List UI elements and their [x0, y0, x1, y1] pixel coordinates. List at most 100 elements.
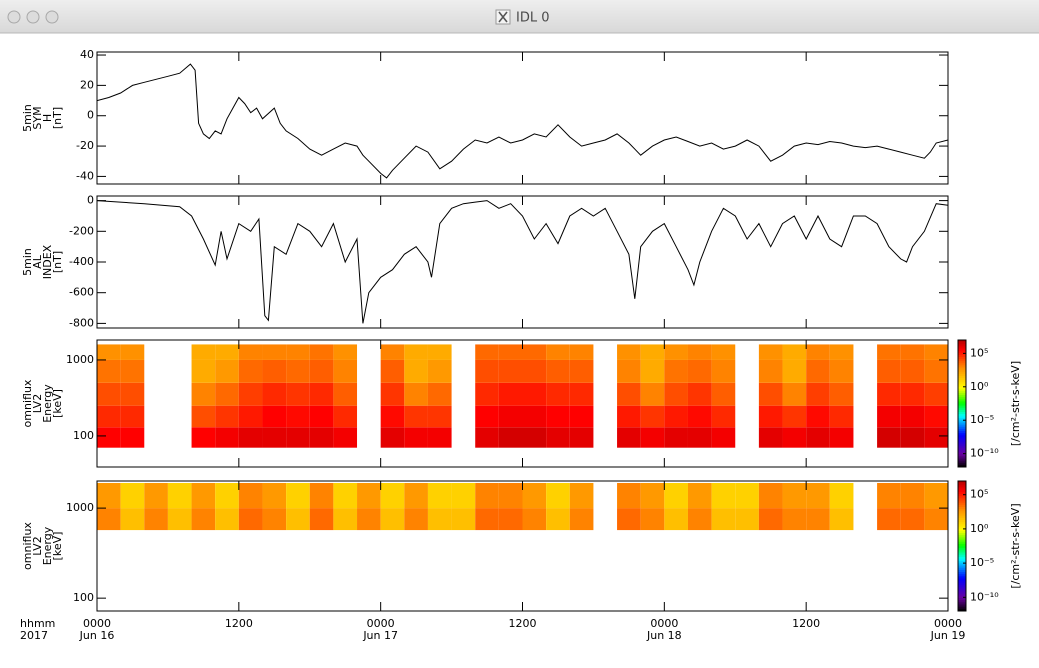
colorbar-slice [958, 513, 966, 517]
spectrogram-cell [664, 344, 688, 360]
y-axis-label: omniflux [21, 379, 34, 427]
y-tick-label: -200 [69, 224, 94, 237]
spectrogram-cell [829, 359, 854, 383]
colorbar-slice [958, 401, 966, 404]
spectrogram-cell [238, 359, 263, 383]
spectrogram-cell [215, 359, 239, 383]
x-tick-date: Jun 18 [646, 629, 682, 642]
title-bar [0, 0, 1039, 33]
spectrogram-cell [357, 508, 381, 531]
spectrogram-cell [900, 344, 925, 360]
colorbar-slice [958, 464, 966, 468]
spectrogram-cell [924, 405, 948, 428]
spectrogram-cell [546, 508, 570, 531]
spectrogram-cell [191, 405, 216, 428]
spectrogram-cell [687, 508, 712, 531]
spectrogram-cell [262, 508, 287, 531]
spectrogram-cell [546, 483, 570, 509]
spectrogram-cell [238, 427, 263, 448]
colorbar-slice [958, 504, 966, 508]
colorbar-slice [958, 365, 966, 369]
y-axis-label: 5min [21, 104, 34, 132]
colorbar-slice [958, 604, 966, 608]
spectrogram-cell [569, 382, 594, 406]
spectrogram-cell [546, 359, 570, 383]
spectrogram-cell [309, 483, 334, 509]
spectrogram-cell [357, 483, 381, 509]
spectrogram-cell [333, 405, 358, 428]
spectrogram-cell [262, 382, 287, 406]
colorbar-slice [958, 517, 966, 521]
spectrogram-cell [687, 344, 712, 360]
data-layer [97, 483, 948, 531]
colorbar-slice [958, 576, 966, 579]
colorbar-slice [958, 600, 966, 603]
spectrogram-cell [782, 483, 807, 509]
y-axis-label: 5min [21, 248, 34, 276]
colorbar-slice [958, 528, 966, 532]
spectrogram-cell [877, 382, 901, 406]
spectrogram-cell [829, 508, 854, 531]
colorbar-slice [958, 559, 966, 562]
spectrogram-cell [498, 359, 523, 383]
colorbar-slice [958, 608, 966, 612]
spectrogram-cell [758, 427, 783, 448]
colorbar-slice [958, 489, 966, 493]
colorbar-slice [958, 452, 966, 455]
y-axis-label: LV2 [31, 394, 44, 413]
spectrogram-cell [427, 508, 452, 531]
spectrogram-cell [120, 382, 145, 406]
x11-icon [495, 9, 511, 25]
spectrogram-cell [617, 483, 641, 509]
spectrogram-cell [640, 483, 665, 509]
spectrogram-cell [782, 382, 807, 406]
zoom-button[interactable] [45, 10, 59, 24]
spectrogram-cell [309, 405, 334, 428]
colorbar-slice [958, 445, 966, 449]
spectrogram-cell [782, 508, 807, 531]
spectrogram-cell [97, 359, 121, 383]
colorbar-slice [958, 483, 966, 486]
colorbar-slice [958, 388, 966, 392]
colorbar-slice [958, 460, 966, 464]
plot-area: -40-20020405minSYMH[nT]-800-600-400-2000… [20, 48, 1022, 642]
spectrogram-cell [286, 508, 310, 531]
colorbar-slice [958, 561, 966, 564]
spectrogram-cell [924, 508, 948, 531]
spectrogram-cell [404, 427, 428, 448]
spectrogram-cell [924, 382, 948, 406]
colorbar-slice [958, 397, 966, 400]
spectrogram-cell [309, 344, 334, 360]
x-tick-label: 0000 [650, 617, 678, 630]
spectrogram-cell [806, 359, 830, 383]
colorbar-slice [958, 342, 966, 345]
spectrogram-cell [640, 405, 665, 428]
spectrogram-cell [711, 359, 736, 383]
colorbar-frame [957, 480, 967, 612]
spectrogram-cell [404, 405, 428, 428]
x-tick-date: Jun 19 [930, 629, 966, 642]
colorbar-slice [958, 354, 966, 358]
colorbar-slice [958, 548, 966, 551]
spectrogram-cell [782, 405, 807, 428]
spectrogram-cell [664, 382, 688, 406]
spectrogram-cell [546, 382, 570, 406]
spectrogram-cell [333, 483, 358, 509]
spectrogram-cell [238, 405, 263, 428]
y-axis-label: LV2 [31, 536, 44, 555]
colorbar-slice [958, 420, 966, 424]
spectrogram-cell [215, 427, 239, 448]
spectrogram-cell [924, 344, 948, 360]
minimize-button[interactable] [26, 10, 40, 24]
spectrogram-cell [144, 508, 168, 531]
colorbar-slice [958, 361, 966, 364]
spectrogram-cell [309, 359, 334, 383]
spectrogram-cell [640, 427, 665, 448]
spectrogram-cell [262, 483, 287, 509]
colorbar-slice [958, 441, 966, 445]
colorbar-slice [958, 409, 966, 413]
spectrogram-cell [475, 483, 499, 509]
spectrogram-cell [120, 508, 145, 531]
close-button[interactable] [7, 10, 21, 24]
